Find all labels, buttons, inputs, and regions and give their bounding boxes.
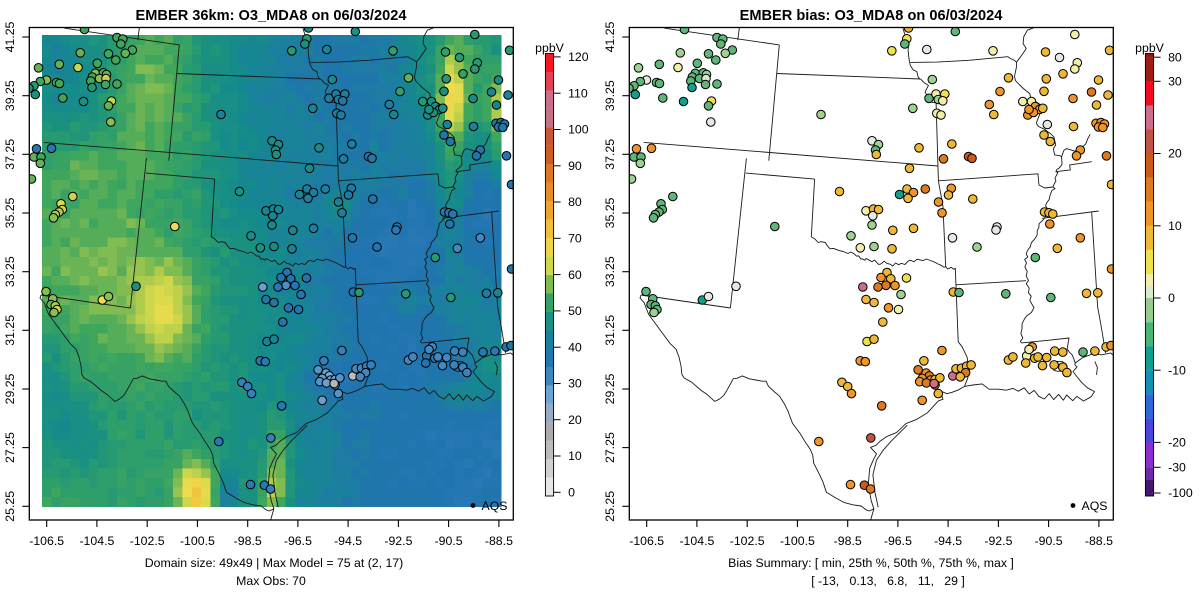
svg-text:30: 30 <box>568 377 582 391</box>
svg-text:25.25: 25.25 <box>603 491 617 522</box>
svg-text:Bias Summary: [ min, 25th %, 5: Bias Summary: [ min, 25th %, 50th %, 75t… <box>728 556 1014 570</box>
svg-text:25.25: 25.25 <box>3 491 17 522</box>
svg-text:-100.5: -100.5 <box>780 534 815 548</box>
svg-text:35.25: 35.25 <box>603 197 617 228</box>
svg-text:EMBER bias: O3_MDA8 on 06/03/2: EMBER bias: O3_MDA8 on 06/03/2024 <box>740 8 1004 24</box>
svg-text:Domain size: 49x49 | Max Model: Domain size: 49x49 | Max Model = 75 at (… <box>145 556 403 570</box>
svg-text:50: 50 <box>568 304 582 318</box>
svg-text:110: 110 <box>568 86 588 100</box>
svg-text:-100: -100 <box>1168 486 1193 500</box>
svg-text:-98.5: -98.5 <box>834 534 862 548</box>
svg-text:29.25: 29.25 <box>603 373 617 404</box>
svg-text:35.25: 35.25 <box>3 197 17 228</box>
svg-text:-98.5: -98.5 <box>234 534 262 548</box>
svg-text:-104.5: -104.5 <box>679 534 714 548</box>
svg-text:ppbV: ppbV <box>535 41 565 55</box>
svg-text:ppbV: ppbV <box>1135 41 1165 55</box>
svg-text:30: 30 <box>1168 75 1182 89</box>
svg-text:-90.5: -90.5 <box>435 534 463 548</box>
svg-text:80: 80 <box>1168 50 1182 64</box>
svg-text:27.25: 27.25 <box>603 432 617 463</box>
svg-text:20: 20 <box>568 413 582 427</box>
svg-text:0: 0 <box>1168 291 1175 305</box>
svg-text:0: 0 <box>568 486 575 500</box>
svg-text:-30: -30 <box>1168 461 1186 475</box>
svg-text:39.25: 39.25 <box>603 80 617 111</box>
svg-text:20: 20 <box>1168 147 1182 161</box>
svg-text:AQS: AQS <box>482 499 508 513</box>
svg-text:27.25: 27.25 <box>3 432 17 463</box>
svg-text:-102.5: -102.5 <box>730 534 765 548</box>
svg-text:100: 100 <box>568 123 589 137</box>
svg-text:31.25: 31.25 <box>3 315 17 346</box>
svg-text:90: 90 <box>568 159 582 173</box>
svg-text:31.25: 31.25 <box>603 315 617 346</box>
svg-text:41.25: 41.25 <box>3 21 17 52</box>
svg-text:29.25: 29.25 <box>3 373 17 404</box>
svg-text:-102.5: -102.5 <box>130 534 165 548</box>
svg-text:37.25: 37.25 <box>603 139 617 170</box>
svg-text:Max Obs: 70: Max Obs: 70 <box>236 574 306 588</box>
svg-text:AQS: AQS <box>1082 499 1108 513</box>
svg-text:-92.5: -92.5 <box>984 534 1012 548</box>
svg-text:39.25: 39.25 <box>3 80 17 111</box>
svg-text:-90.5: -90.5 <box>1035 534 1063 548</box>
svg-text:-96.5: -96.5 <box>284 534 312 548</box>
svg-text:-88.5: -88.5 <box>485 534 513 548</box>
svg-text:-100.5: -100.5 <box>180 534 215 548</box>
svg-text:EMBER 36km: O3_MDA8 on 06/03/2: EMBER 36km: O3_MDA8 on 06/03/2024 <box>136 8 408 24</box>
svg-text:-106.5: -106.5 <box>629 534 664 548</box>
svg-text:37.25: 37.25 <box>3 139 17 170</box>
svg-text:10: 10 <box>1168 219 1182 233</box>
svg-text:33.25: 33.25 <box>3 256 17 287</box>
svg-text:10: 10 <box>568 449 582 463</box>
svg-text:-106.5: -106.5 <box>29 534 64 548</box>
svg-text:-88.5: -88.5 <box>1085 534 1113 548</box>
svg-text:120: 120 <box>568 50 589 64</box>
svg-text:80: 80 <box>568 195 582 209</box>
svg-text:-96.5: -96.5 <box>884 534 912 548</box>
svg-text:33.25: 33.25 <box>603 256 617 287</box>
svg-text:60: 60 <box>568 268 582 282</box>
svg-text:70: 70 <box>568 232 582 246</box>
svg-text:-92.5: -92.5 <box>384 534 412 548</box>
svg-text:41.25: 41.25 <box>603 21 617 52</box>
svg-text:-94.5: -94.5 <box>934 534 962 548</box>
svg-text:-20: -20 <box>1168 436 1186 450</box>
svg-text:40: 40 <box>568 340 582 354</box>
svg-text:[ -13, 0.13, 6.8, 11,: [ -13, 0.13, 6.8, 11, 29 ] <box>811 574 965 588</box>
svg-text:-94.5: -94.5 <box>334 534 362 548</box>
svg-text:-10: -10 <box>1168 363 1186 377</box>
svg-text:-104.5: -104.5 <box>79 534 114 548</box>
